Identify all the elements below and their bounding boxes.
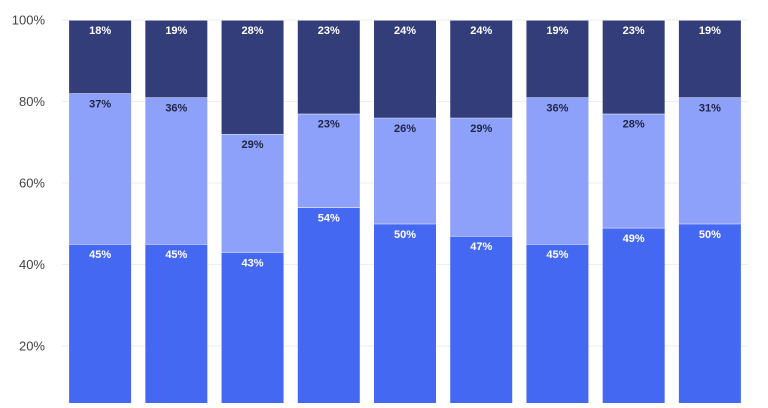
y-tick-label: 80%	[19, 94, 45, 109]
bar-segment	[145, 97, 208, 245]
bar-segment	[602, 20, 665, 114]
bar-segment	[450, 235, 513, 403]
bar-segment	[678, 97, 741, 224]
bar-segment	[221, 134, 284, 253]
bar-segment	[297, 113, 360, 208]
bar-segment	[145, 20, 208, 98]
data-label: 28%	[623, 119, 645, 131]
data-label: 29%	[242, 139, 264, 151]
data-label: 23%	[318, 119, 340, 131]
data-label: 24%	[470, 25, 492, 37]
bar-segment	[297, 207, 360, 403]
data-label: 54%	[318, 212, 340, 224]
y-tick-label: 20%	[19, 339, 45, 354]
bar-segment	[374, 223, 436, 403]
data-label: 50%	[394, 229, 416, 241]
bars	[69, 19, 741, 403]
y-axis-ticks: 20% 40% 60% 80% 100%	[12, 13, 46, 354]
bar-segment	[678, 223, 741, 403]
data-label: 19%	[165, 25, 187, 37]
data-label: 36%	[165, 102, 187, 114]
bar-segment	[221, 252, 284, 403]
y-tick-label: 40%	[19, 257, 45, 272]
bar-segment	[526, 97, 589, 245]
data-label: 37%	[89, 98, 111, 110]
data-label: 45%	[546, 249, 568, 261]
bar-segment	[69, 93, 132, 245]
bar-segment	[221, 20, 284, 135]
data-label: 49%	[623, 233, 645, 245]
data-label: 50%	[699, 229, 721, 241]
bar-segment	[526, 244, 589, 403]
bar-segment	[602, 227, 665, 403]
data-label: 23%	[623, 25, 645, 37]
data-label: 36%	[546, 102, 568, 114]
data-label: 19%	[546, 25, 568, 37]
y-tick-label: 100%	[12, 13, 46, 28]
bar-segment	[374, 20, 436, 118]
data-label: 31%	[699, 102, 721, 114]
bar-segment	[374, 117, 436, 224]
data-label: 45%	[89, 249, 111, 261]
data-label: 43%	[242, 257, 264, 269]
bar-segment	[297, 20, 360, 114]
data-label: 18%	[89, 25, 111, 37]
data-label: 45%	[165, 249, 187, 261]
data-label: 29%	[470, 123, 492, 135]
bar-segment	[678, 20, 741, 98]
data-labels: 45% 37% 18% 45% 36% 19% 43% 29% 28% 54% 23% 23% 50% 2…	[89, 25, 721, 269]
bar-segment	[602, 113, 665, 228]
bar-segment	[450, 20, 513, 118]
data-label: 24%	[394, 25, 416, 37]
bar-segment	[69, 20, 132, 94]
bar-segment	[145, 244, 208, 403]
data-label: 23%	[318, 25, 340, 37]
data-label: 47%	[470, 241, 492, 253]
data-label: 28%	[242, 25, 264, 37]
bar-segment	[69, 244, 132, 403]
data-label: 19%	[699, 25, 721, 37]
bar-segment	[526, 20, 589, 98]
data-label: 26%	[394, 123, 416, 135]
y-tick-label: 60%	[19, 176, 45, 191]
bar-segment	[450, 117, 513, 236]
